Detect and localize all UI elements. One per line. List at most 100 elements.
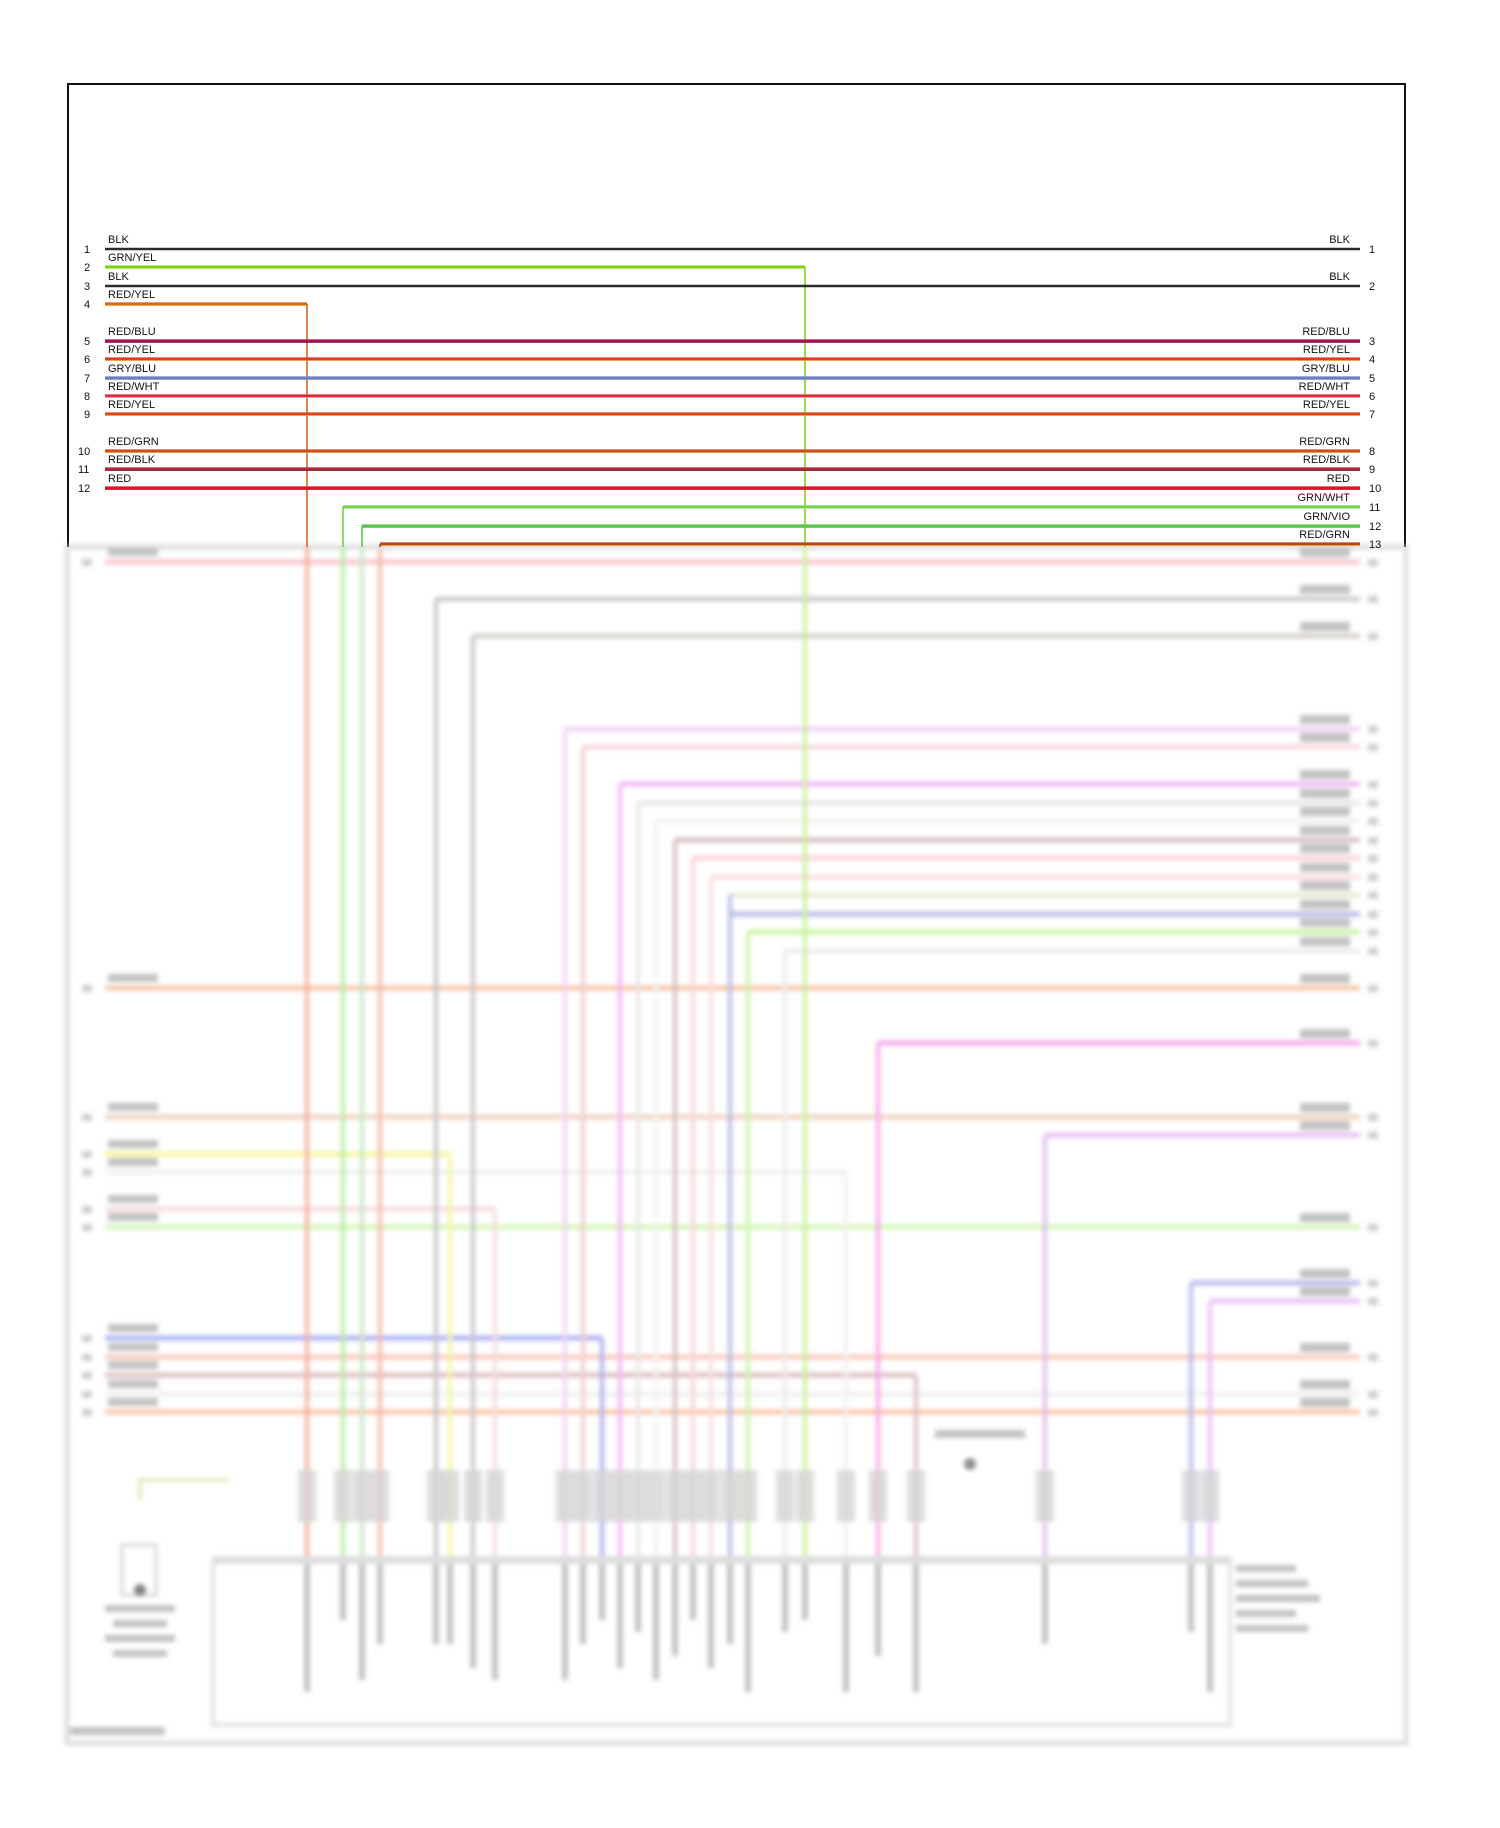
connector-block	[464, 1470, 482, 1522]
connector-block	[739, 1470, 757, 1522]
connector-block	[353, 1470, 371, 1522]
wire-color-label-right: RED/BLU	[1302, 326, 1350, 338]
wire-red-grn: RED/GRN 13	[379, 529, 1381, 551]
blurred-pin-number	[1368, 911, 1378, 918]
wire-red-grn: RED/GRN 10 RED/GRN 8	[78, 436, 1375, 458]
connector-block	[441, 1470, 459, 1522]
blurred-label	[108, 1380, 158, 1388]
connector-block	[611, 1470, 629, 1522]
pin-number-left: 12	[78, 483, 90, 495]
blurred-label	[108, 1343, 158, 1351]
blurred-label	[108, 1324, 158, 1332]
blurred-label	[108, 1195, 158, 1203]
blurred-label	[1300, 807, 1350, 816]
connector-block	[907, 1470, 925, 1522]
pin-number-right: 1	[1369, 244, 1375, 256]
blurred-label	[105, 1605, 175, 1612]
connector-block	[776, 1470, 794, 1522]
pin-number-right: 2	[1369, 281, 1375, 293]
blurred-label	[1300, 1269, 1350, 1278]
connector-block	[427, 1470, 445, 1522]
ground-icon	[134, 1584, 146, 1596]
blurred-pin-number	[1368, 744, 1378, 751]
blurred-pin-number	[1368, 1114, 1378, 1121]
wire-color-label-right: RED/GRN	[1299, 529, 1350, 541]
blurred-label	[113, 1650, 167, 1657]
blurred-label	[1236, 1625, 1308, 1632]
blurred-pin-number	[1368, 800, 1378, 807]
blurred-label	[1300, 770, 1350, 779]
blurred-pin-number	[1368, 874, 1378, 881]
wire-color-label-left: RED/YEL	[108, 399, 155, 411]
blurred-label	[1300, 844, 1350, 853]
pin-number-left: 11	[78, 464, 89, 476]
blurred-pin-number	[1368, 633, 1378, 640]
wire-color-label-right: GRN/WHT	[1297, 492, 1350, 504]
wire-color-label-right: RED	[1327, 473, 1350, 485]
wire-color-label-left: RED/YEL	[108, 344, 155, 356]
blurred-label	[108, 1213, 158, 1221]
blurred-label	[1300, 881, 1350, 890]
blurred-pin-number	[1368, 1224, 1378, 1231]
pin-number-right: 12	[1369, 521, 1381, 533]
blurred-label	[935, 1430, 1025, 1438]
blurred-pin-number	[1368, 1280, 1378, 1287]
blurred-label	[1236, 1610, 1296, 1617]
blurred-pin-number	[1368, 1298, 1378, 1305]
wire-color-label-left: RED/WHT	[108, 381, 160, 393]
blurred-pin-number	[1368, 726, 1378, 733]
blurred-label	[105, 1635, 175, 1642]
wire-grn-yel: GRN/YEL 2	[84, 252, 806, 547]
blurred-pin-number	[1368, 1409, 1378, 1416]
blurred-label	[108, 1103, 158, 1111]
blurred-pin-number	[1368, 1391, 1378, 1398]
pin-number-left: 5	[84, 336, 90, 348]
pin-number-right: 13	[1369, 539, 1381, 551]
ground-wire	[138, 1478, 230, 1500]
blurred-pin-number	[82, 559, 92, 566]
blurred-pin-number	[82, 1206, 92, 1213]
blurred-pin-number	[82, 1372, 92, 1379]
blurred-footer-label	[70, 1727, 165, 1735]
connector-block	[1036, 1470, 1054, 1522]
wire-red: RED 12 RED 10	[78, 473, 1381, 495]
connector-block	[721, 1470, 739, 1522]
blurred-pin-number	[1368, 818, 1378, 825]
blurred-pin-number	[82, 1391, 92, 1398]
connector-block	[334, 1470, 352, 1522]
blurred-pin-number	[1368, 781, 1378, 788]
blurred-pin-number	[82, 1224, 92, 1231]
wire-color-label-right: BLK	[1329, 234, 1350, 246]
pin-number-right: 9	[1369, 464, 1375, 476]
connector-block	[1182, 1470, 1200, 1522]
blurred-pin-number	[1368, 596, 1378, 603]
wire-red-yel: RED/YEL 9 RED/YEL 7	[84, 399, 1375, 421]
blurred-label	[108, 1140, 158, 1148]
blurred-label	[1300, 1103, 1350, 1112]
blurred-pin-number	[82, 1354, 92, 1361]
pin-number-left: 3	[84, 281, 90, 293]
wire-color-label-right: RED/WHT	[1299, 381, 1351, 393]
blurred-label	[1300, 918, 1350, 927]
wire-color-label-left: RED/YEL	[108, 289, 155, 301]
blurred-label	[108, 974, 158, 982]
wire-gry-blu: GRY/BLU 7 GRY/BLU 5	[84, 363, 1375, 385]
pin-number-right: 8	[1369, 446, 1375, 458]
blurred-label	[1300, 900, 1350, 909]
pin-number-left: 8	[84, 391, 90, 403]
wire-blk: BLK 1 BLK 1	[84, 234, 1375, 256]
blurred-label	[1300, 1121, 1350, 1130]
pin-number-right: 10	[1369, 483, 1381, 495]
connector-block	[629, 1470, 647, 1522]
wire-color-label-left: GRY/BLU	[108, 363, 156, 375]
wire-color-label-right: RED/YEL	[1303, 399, 1350, 411]
blurred-label	[108, 1158, 158, 1166]
blurred-pin-number	[1368, 1354, 1378, 1361]
connector-block	[574, 1470, 592, 1522]
wire-grn-wht: GRN/WHT 11	[342, 492, 1380, 547]
wire-blk: BLK 3 BLK 2	[84, 271, 1375, 293]
blurred-pin-number	[1368, 1040, 1378, 1047]
pin-number-right: 6	[1369, 391, 1375, 403]
blurred-pin-number	[82, 1169, 92, 1176]
